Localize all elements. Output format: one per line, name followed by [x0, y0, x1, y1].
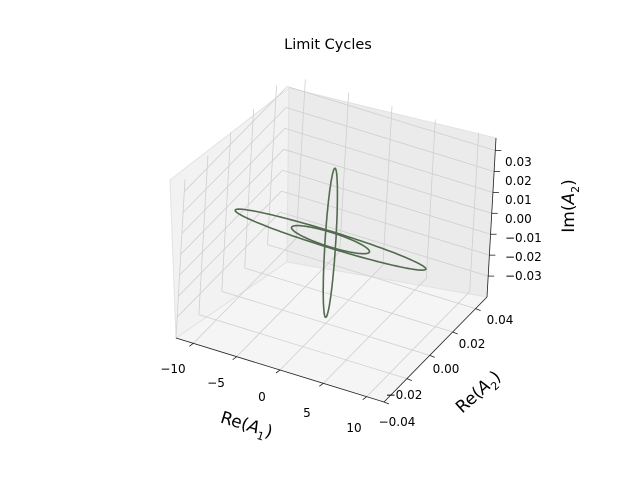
x-tick-label: −10: [160, 362, 185, 376]
y-tick-mark: [429, 354, 435, 358]
x-grid-line: [366, 291, 470, 397]
y-grid-line: [221, 290, 430, 356]
x-grid-line: [382, 105, 393, 266]
z-grid-line: [179, 169, 283, 276]
z-grid-line: [287, 86, 496, 151]
y-grid-line: [267, 244, 476, 310]
y-tick-label: −0.02: [386, 388, 423, 402]
z-tick-label: 0.00: [505, 212, 532, 226]
z-grid-line: [285, 107, 495, 172]
z-grid-line: [281, 190, 490, 256]
y-grid-line: [198, 314, 408, 380]
z-grid-line: [284, 128, 494, 193]
x-grid-line: [193, 238, 297, 344]
y-axis-label: Re(A2): [452, 367, 507, 420]
y-tick-label: 0.00: [433, 362, 460, 376]
x-tick-mark: [275, 369, 281, 374]
x-tick-mark: [189, 343, 194, 347]
y-tick-mark: [475, 308, 481, 312]
x-grid-line: [469, 132, 480, 292]
y-grid-line: [267, 85, 277, 245]
x-grid-line: [279, 264, 384, 371]
y-grid-line: [244, 267, 453, 333]
z-tick-label: −0.01: [505, 231, 542, 245]
limit-cycle-line-2: [234, 208, 427, 272]
z-axis-edge: [486, 137, 497, 298]
x-tick-mark: [362, 396, 367, 400]
x-tick-labels: −10 −5 0 5 10: [160, 362, 361, 435]
chart-title: Limit Cycles: [284, 37, 372, 53]
z-grid-line: [182, 107, 287, 213]
z-grid-line: [184, 86, 288, 192]
y-tick-label: 0.04: [487, 313, 514, 327]
x-grid-line: [339, 92, 350, 252]
x-grid-line: [295, 79, 306, 239]
x-tick-label: 10: [346, 421, 361, 435]
z-tick-label: −0.03: [505, 269, 542, 283]
y-grid-line: [244, 108, 255, 269]
y-tick-labels: −0.04 −0.02 0.00 0.02 0.04: [379, 313, 514, 429]
z-grid-line: [280, 211, 489, 277]
z-tick-label: 0.03: [505, 155, 532, 169]
z-tick-label: −0.02: [505, 250, 542, 264]
y-tick-mark: [383, 401, 390, 405]
x-grid-line: [236, 251, 340, 357]
x-tick-mark: [232, 356, 237, 360]
y-tick-mark: [406, 378, 413, 382]
x-tick-label: 0: [258, 390, 266, 404]
y-tick-mark: [452, 331, 458, 335]
z-grid-line: [178, 190, 282, 297]
limit-cycle-curves: [234, 167, 427, 319]
z-grid-line: [282, 169, 491, 235]
y-tick-label: −0.04: [379, 415, 416, 429]
axes-panes: [169, 86, 497, 403]
z-grid-line: [180, 149, 285, 255]
y-tick-label: 0.02: [459, 337, 486, 351]
x-axis-label: Re(A1): [217, 408, 275, 446]
x-tick-label: −5: [207, 376, 225, 390]
z-axis-label: Im(A2): [559, 179, 582, 233]
y-grid-line: [221, 132, 232, 292]
z-tick-label: 0.02: [505, 174, 532, 188]
x-grid-line: [425, 119, 436, 279]
z-grid-line: [176, 211, 281, 318]
x-tick-label: 5: [303, 406, 311, 420]
limit-cycle-line-3: [290, 224, 371, 255]
y-grid-line: [175, 178, 186, 339]
z-grid-line: [283, 148, 492, 214]
tick-marks: [189, 150, 502, 405]
x-grid-line: [323, 278, 427, 384]
z-grid-line: [181, 128, 286, 234]
limit-cycle-line-1: [322, 167, 339, 319]
y-grid-line: [198, 155, 209, 315]
x-tick-mark: [319, 383, 324, 387]
z-tick-labels: −0.03 −0.02 −0.01 0.00 0.01 0.02 0.03: [505, 155, 542, 283]
z-tick-label: 0.01: [505, 193, 532, 207]
y-axis-edge: [383, 296, 488, 403]
